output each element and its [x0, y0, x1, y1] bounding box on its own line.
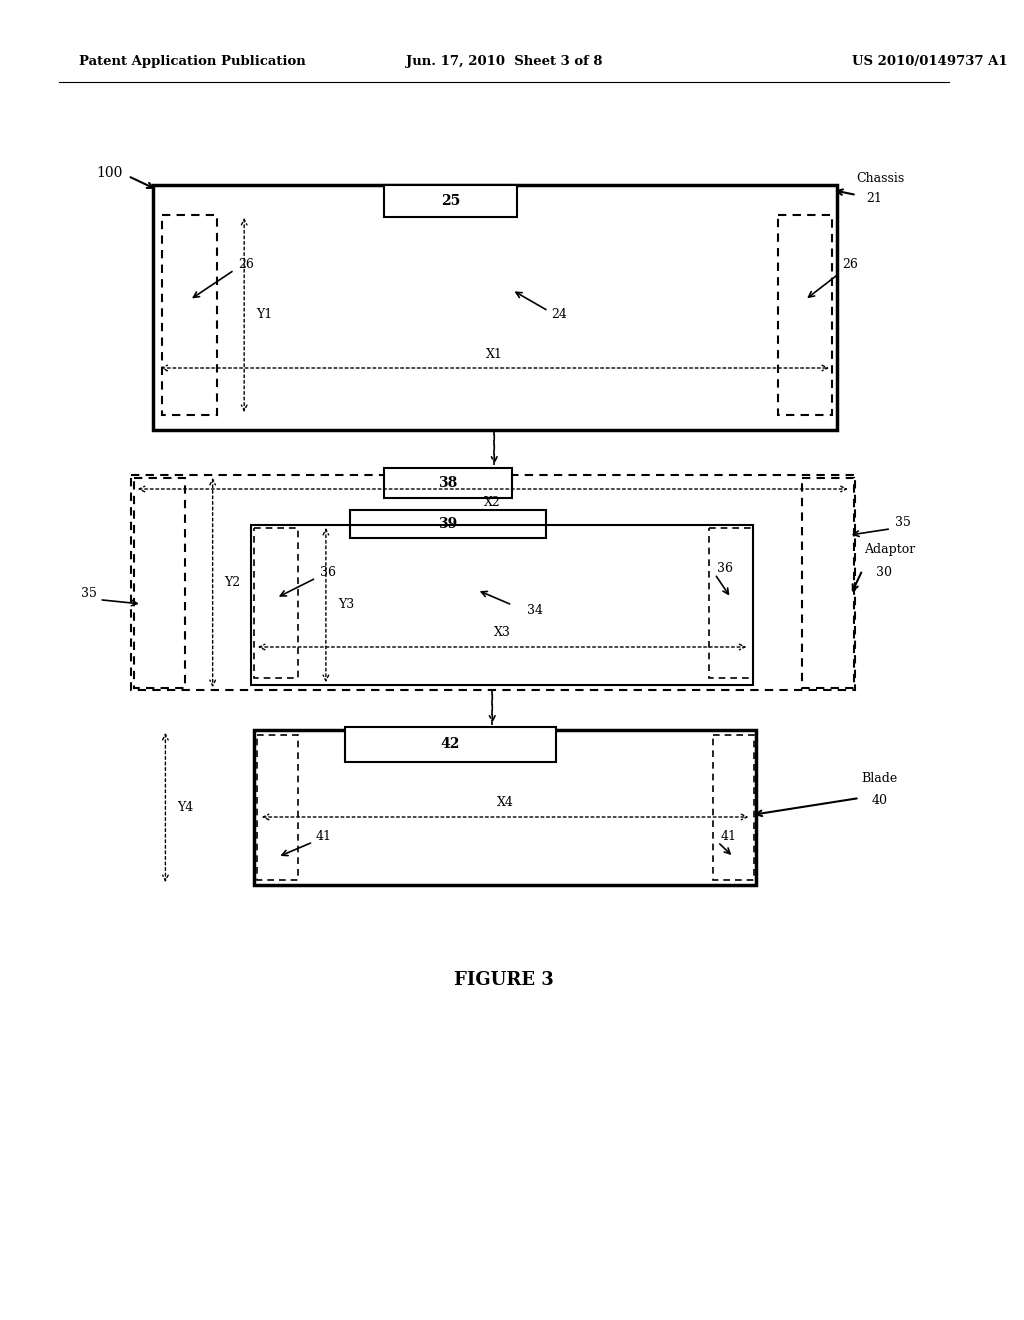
Bar — [131, 475, 855, 690]
Bar — [251, 525, 754, 685]
Text: 26: 26 — [239, 259, 254, 272]
Text: Blade: Blade — [861, 771, 898, 784]
Bar — [257, 735, 298, 880]
Text: Chassis: Chassis — [856, 172, 905, 185]
Text: 26: 26 — [842, 259, 858, 272]
Text: Y1: Y1 — [256, 309, 272, 322]
Bar — [713, 735, 754, 880]
Text: X1: X1 — [486, 347, 503, 360]
Bar — [384, 185, 517, 216]
Text: Patent Application Publication: Patent Application Publication — [79, 55, 305, 69]
Bar — [254, 528, 298, 678]
Bar — [709, 528, 754, 678]
Text: Jun. 17, 2010  Sheet 3 of 8: Jun. 17, 2010 Sheet 3 of 8 — [406, 55, 602, 69]
Text: US 2010/0149737 A1: US 2010/0149737 A1 — [852, 55, 1008, 69]
Text: 35: 35 — [895, 516, 910, 529]
Text: Y4: Y4 — [177, 801, 194, 814]
Text: 36: 36 — [319, 566, 336, 579]
Text: 39: 39 — [438, 517, 458, 531]
Text: 38: 38 — [438, 477, 458, 490]
Bar — [153, 185, 837, 430]
Text: 42: 42 — [440, 738, 460, 751]
Text: 21: 21 — [866, 191, 883, 205]
Text: Y3: Y3 — [338, 598, 354, 611]
Text: 25: 25 — [440, 194, 460, 209]
Text: 24: 24 — [551, 309, 567, 322]
Text: 35: 35 — [81, 587, 96, 599]
Bar — [254, 730, 756, 884]
Text: 40: 40 — [871, 793, 888, 807]
Text: 30: 30 — [877, 566, 892, 579]
Text: X2: X2 — [484, 496, 501, 510]
Text: FIGURE 3: FIGURE 3 — [455, 972, 554, 989]
Text: Adaptor: Adaptor — [864, 544, 915, 557]
Bar — [163, 215, 217, 414]
Bar — [345, 727, 556, 762]
Bar — [803, 478, 854, 688]
Text: X3: X3 — [494, 627, 511, 639]
Text: 41: 41 — [721, 830, 736, 843]
Bar — [134, 478, 185, 688]
Text: Y2: Y2 — [224, 576, 241, 589]
Bar — [384, 469, 512, 498]
Text: 36: 36 — [717, 561, 733, 574]
Text: 100: 100 — [96, 166, 123, 180]
Text: 34: 34 — [527, 603, 543, 616]
Bar — [778, 215, 831, 414]
Bar — [349, 510, 547, 539]
Text: X4: X4 — [497, 796, 513, 809]
Text: 41: 41 — [316, 830, 332, 843]
